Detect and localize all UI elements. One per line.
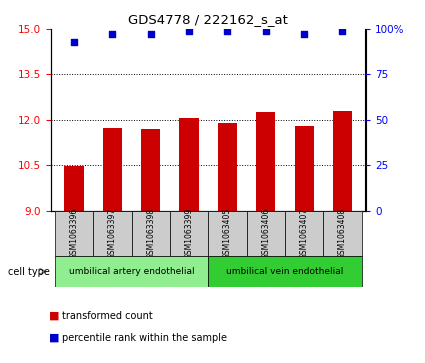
Bar [295, 126, 314, 211]
Bar [218, 123, 237, 211]
Text: umbilical artery endothelial: umbilical artery endothelial [69, 267, 194, 276]
Text: GSM1063405: GSM1063405 [223, 208, 232, 259]
Text: GSM1063396: GSM1063396 [70, 208, 79, 259]
Bar [141, 130, 160, 211]
Bar [65, 166, 84, 211]
Text: umbilical vein endothelial: umbilical vein endothelial [226, 267, 344, 276]
Text: cell type: cell type [8, 266, 51, 277]
Text: GSM1063397: GSM1063397 [108, 208, 117, 259]
Text: percentile rank within the sample: percentile rank within the sample [62, 333, 227, 343]
Bar [93, 211, 132, 256]
Bar [55, 211, 93, 256]
Point [71, 39, 77, 45]
Bar [208, 211, 246, 256]
Bar [323, 211, 362, 256]
Bar [55, 256, 208, 287]
Bar [333, 111, 352, 211]
Point [262, 28, 269, 34]
Bar [246, 211, 285, 256]
Bar [103, 128, 122, 211]
Bar [170, 211, 208, 256]
Point [186, 28, 193, 34]
Point [109, 32, 116, 37]
Point [301, 32, 308, 37]
Text: ■: ■ [49, 311, 60, 321]
Text: GSM1063406: GSM1063406 [261, 208, 270, 259]
Text: GSM1063408: GSM1063408 [338, 208, 347, 259]
Point [224, 28, 231, 34]
Bar [179, 118, 198, 211]
Text: GSM1063398: GSM1063398 [146, 208, 155, 259]
Bar [285, 211, 323, 256]
Point [147, 32, 154, 37]
Title: GDS4778 / 222162_s_at: GDS4778 / 222162_s_at [128, 13, 288, 26]
Bar [132, 211, 170, 256]
Text: GSM1063399: GSM1063399 [184, 208, 193, 259]
Text: ■: ■ [49, 333, 60, 343]
Text: transformed count: transformed count [62, 311, 153, 321]
Bar [256, 112, 275, 211]
Text: GSM1063407: GSM1063407 [300, 208, 309, 259]
Point [339, 28, 346, 34]
Bar [208, 256, 362, 287]
